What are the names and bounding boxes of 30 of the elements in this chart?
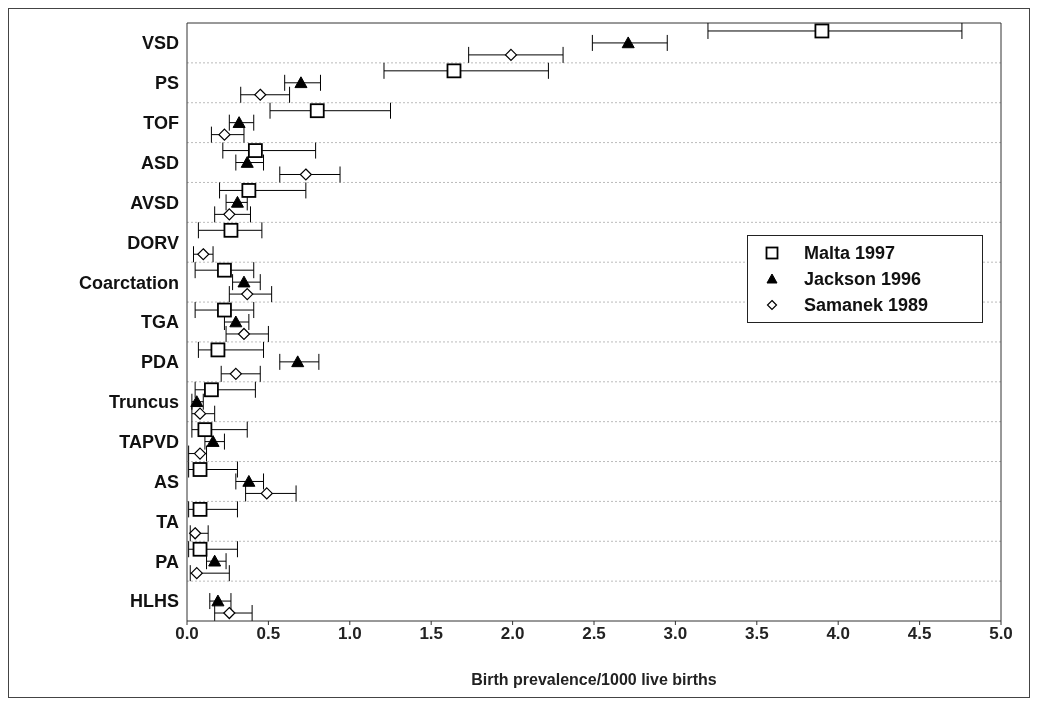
legend-label: Samanek 1989 (804, 294, 929, 317)
y-tick-label: PDA (140, 352, 179, 373)
y-tick-label: PA (155, 551, 179, 572)
legend-label: Jackson 1996 (804, 268, 922, 291)
x-tick-label: 4.0 (826, 624, 851, 644)
y-tick-label: ASD (140, 152, 179, 173)
x-tick-label: 0.5 (256, 624, 281, 644)
y-tick-label: TAPVD (119, 431, 179, 452)
y-tick-label: HLHS (130, 591, 179, 612)
x-tick-label: 3.5 (744, 624, 769, 644)
x-tick-label: 5.0 (989, 624, 1013, 644)
x-tick-label: 2.5 (582, 624, 606, 644)
x-tick-label: 2.0 (500, 624, 525, 644)
y-tick-label: TOF (143, 113, 179, 134)
y-tick-label: VSD (141, 33, 179, 54)
y-tick-label: AS (153, 471, 179, 492)
x-tick-label: 1.0 (337, 624, 362, 644)
y-tick-label: DORV (127, 232, 179, 253)
y-tick-label: TGA (141, 312, 179, 333)
x-axis-title: Birth prevalence/1000 live births (471, 671, 717, 688)
y-tick-label: PS (154, 73, 179, 94)
x-tick-label: 4.5 (907, 624, 932, 644)
x-tick-label: 1.5 (419, 624, 444, 644)
x-tick-label: 0.0 (175, 624, 199, 644)
x-tick-label: 3.0 (663, 624, 688, 644)
y-tick-label: TA (156, 511, 179, 532)
legend-label: Malta 1997 (804, 242, 896, 265)
y-tick-label: Truncus (108, 392, 179, 413)
y-tick-label: AVSD (130, 192, 179, 213)
y-tick-label: Coarctation (78, 272, 179, 293)
